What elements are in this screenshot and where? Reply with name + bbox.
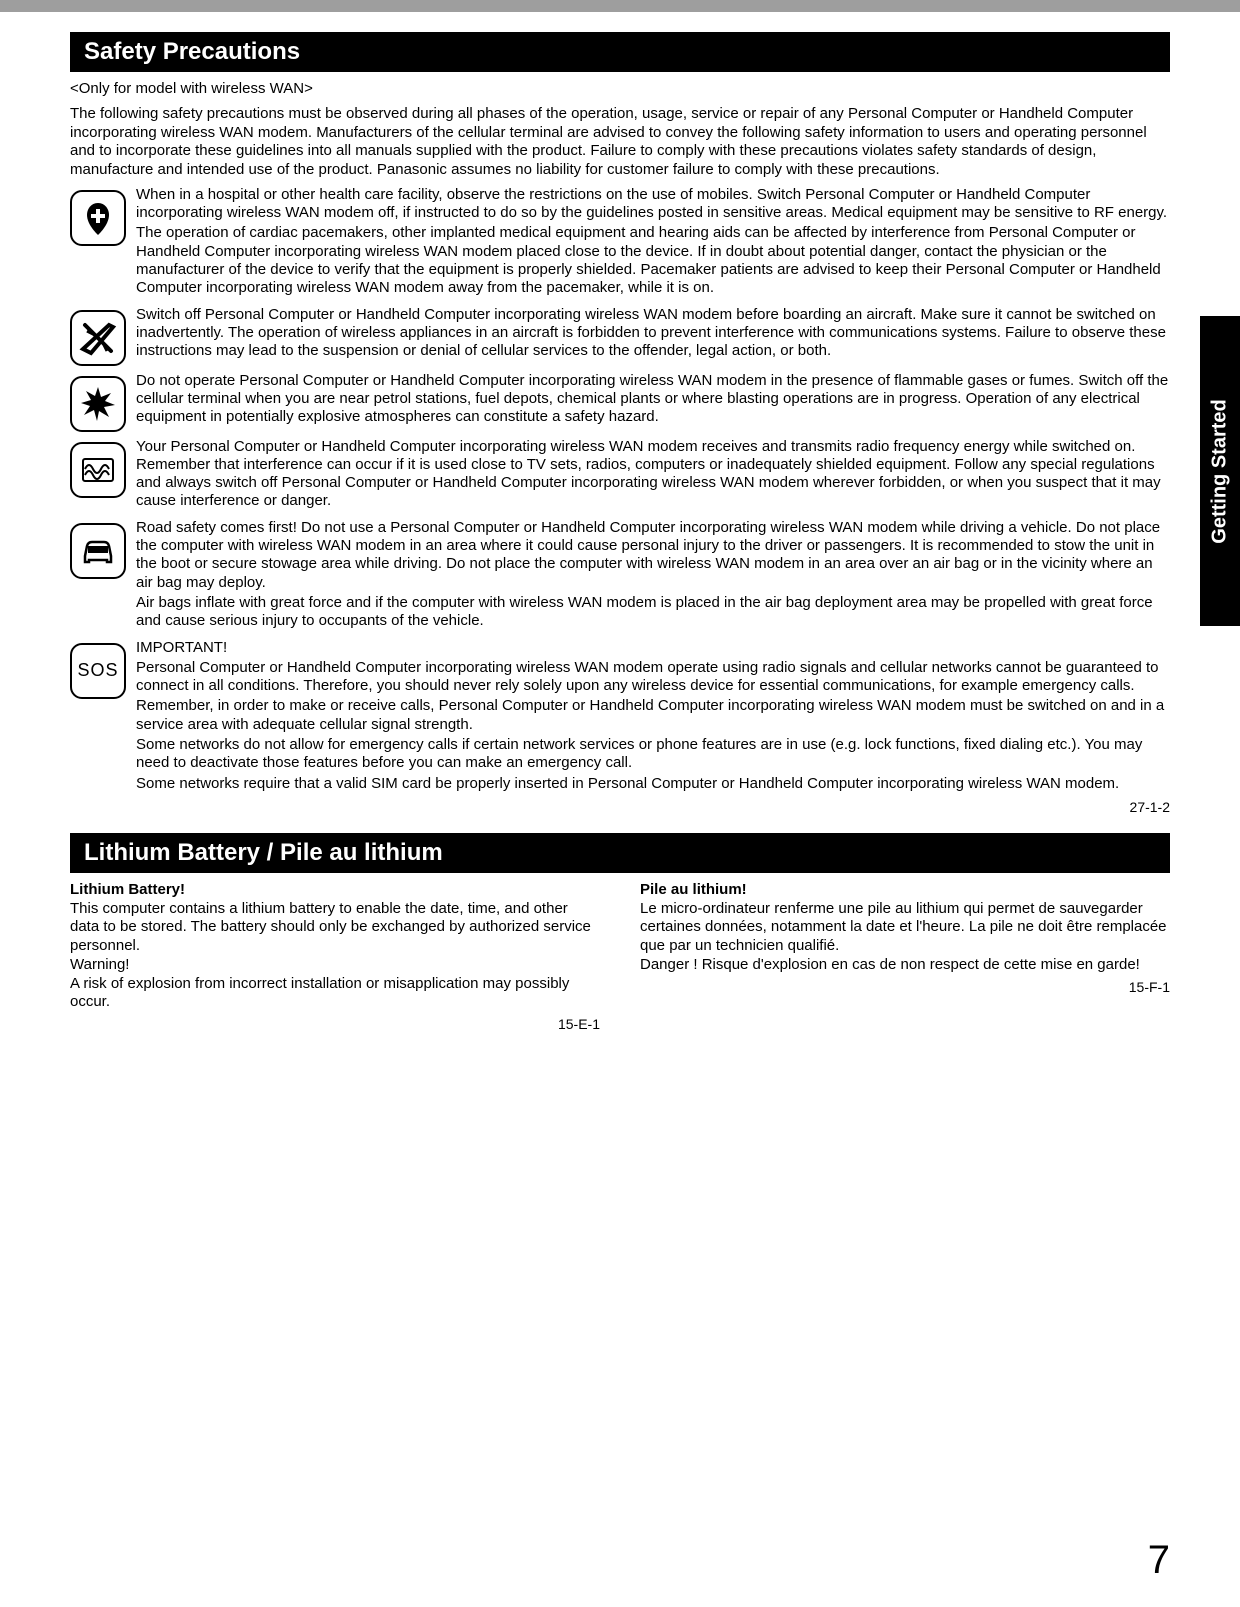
lithium-en-body2: A risk of explosion from incorrect insta…	[70, 975, 600, 1013]
lithium-fr-ref: 15-F-1	[640, 979, 1170, 997]
side-tab-label: Getting Started	[1209, 399, 1232, 543]
lithium-en-ref: 15-E-1	[70, 1016, 600, 1034]
top-gray-bar	[0, 0, 1240, 12]
precaution-explosive-text: Do not operate Personal Computer or Hand…	[136, 372, 1170, 429]
radio-icon	[70, 442, 126, 498]
lithium-fr-heading: Pile au lithium!	[640, 881, 1170, 900]
precaution-hospital-text: When in a hospital or other health care …	[136, 186, 1170, 300]
lithium-en-warn: Warning!	[70, 956, 600, 975]
para: The operation of cardiac pacemakers, oth…	[136, 224, 1170, 297]
precaution-vehicle-text: Road safety comes first! Do not use a Pe…	[136, 519, 1170, 633]
aircraft-icon	[70, 310, 126, 366]
para: Remember, in order to make or receive ca…	[136, 697, 1170, 734]
page: Getting Started Safety Precautions <Only…	[0, 0, 1240, 1607]
lithium-col-fr: Pile au lithium! Le micro-ordinateur ren…	[640, 881, 1170, 1034]
lithium-two-col: Lithium Battery! This computer contains …	[70, 881, 1170, 1034]
lithium-en-body1: This computer contains a lithium battery…	[70, 900, 600, 956]
safety-precautions-header: Safety Precautions	[70, 32, 1170, 72]
only-for-model-note: <Only for model with wireless WAN>	[70, 80, 1170, 99]
lithium-en-heading: Lithium Battery!	[70, 881, 600, 900]
page-number: 7	[1148, 1538, 1170, 1583]
vehicle-icon	[70, 523, 126, 579]
sos-icon-label: SOS	[77, 660, 118, 681]
side-tab: Getting Started	[1200, 316, 1240, 626]
lithium-fr-body1: Le micro-ordinateur renferme une pile au…	[640, 900, 1170, 956]
precaution-radio-text: Your Personal Computer or Handheld Compu…	[136, 438, 1170, 513]
para: Road safety comes first! Do not use a Pe…	[136, 519, 1170, 592]
para: Your Personal Computer or Handheld Compu…	[136, 438, 1170, 511]
safety-intro: The following safety precautions must be…	[70, 105, 1170, 180]
precaution-hospital: When in a hospital or other health care …	[70, 186, 1170, 300]
para: Some networks do not allow for emergency…	[136, 736, 1170, 773]
para: Switch off Personal Computer or Handheld…	[136, 306, 1170, 361]
precaution-sos: SOS IMPORTANT! Personal Computer or Hand…	[70, 639, 1170, 795]
para: Do not operate Personal Computer or Hand…	[136, 372, 1170, 427]
lithium-col-en: Lithium Battery! This computer contains …	[70, 881, 600, 1034]
section1-ref: 27-1-2	[70, 799, 1170, 815]
lithium-fr-warn: Danger ! Risque d'explosion en cas de no…	[640, 956, 1170, 975]
para: When in a hospital or other health care …	[136, 186, 1170, 223]
sos-icon: SOS	[70, 643, 126, 699]
precaution-sos-text: IMPORTANT! Personal Computer or Handheld…	[136, 639, 1170, 795]
precaution-explosive: Do not operate Personal Computer or Hand…	[70, 372, 1170, 432]
explosive-icon	[70, 376, 126, 432]
content-area: Safety Precautions <Only for model with …	[0, 12, 1240, 1034]
para: IMPORTANT!	[136, 639, 1170, 657]
lithium-battery-header: Lithium Battery / Pile au lithium	[70, 833, 1170, 873]
para: Some networks require that a valid SIM c…	[136, 775, 1170, 793]
precaution-aircraft-text: Switch off Personal Computer or Handheld…	[136, 306, 1170, 363]
hospital-icon	[70, 190, 126, 246]
para: Personal Computer or Handheld Computer i…	[136, 659, 1170, 696]
precaution-radio: Your Personal Computer or Handheld Compu…	[70, 438, 1170, 513]
para: Air bags inflate with great force and if…	[136, 594, 1170, 631]
precaution-aircraft: Switch off Personal Computer or Handheld…	[70, 306, 1170, 366]
precaution-vehicle: Road safety comes first! Do not use a Pe…	[70, 519, 1170, 633]
